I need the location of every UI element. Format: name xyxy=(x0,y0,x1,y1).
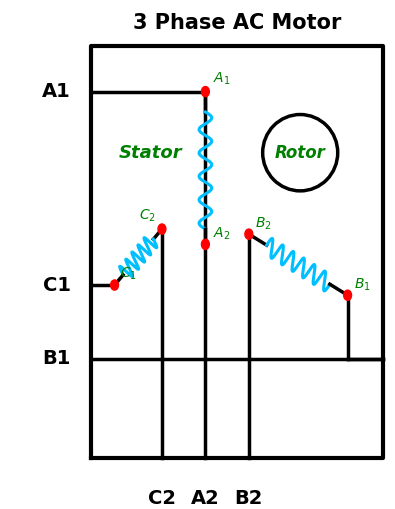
Circle shape xyxy=(201,239,209,249)
Text: 3 Phase AC Motor: 3 Phase AC Motor xyxy=(133,13,341,33)
Circle shape xyxy=(245,229,253,239)
Text: B1: B1 xyxy=(43,349,71,369)
Text: $A_1$: $A_1$ xyxy=(213,70,231,87)
Text: C1: C1 xyxy=(43,275,71,295)
Circle shape xyxy=(111,280,118,290)
Text: C2: C2 xyxy=(148,489,176,507)
Text: $B_1$: $B_1$ xyxy=(354,276,370,293)
Text: $B_2$: $B_2$ xyxy=(255,215,271,232)
Text: Rotor: Rotor xyxy=(275,144,325,162)
Text: A1: A1 xyxy=(42,82,71,101)
Text: $A_2$: $A_2$ xyxy=(213,225,231,242)
Circle shape xyxy=(158,224,166,234)
Text: $C_2$: $C_2$ xyxy=(139,208,156,224)
Circle shape xyxy=(201,87,209,97)
Text: B2: B2 xyxy=(235,489,263,507)
Text: Stator: Stator xyxy=(118,144,182,162)
Text: $C_1$: $C_1$ xyxy=(120,266,137,282)
Text: A2: A2 xyxy=(191,489,220,507)
Circle shape xyxy=(344,290,352,300)
